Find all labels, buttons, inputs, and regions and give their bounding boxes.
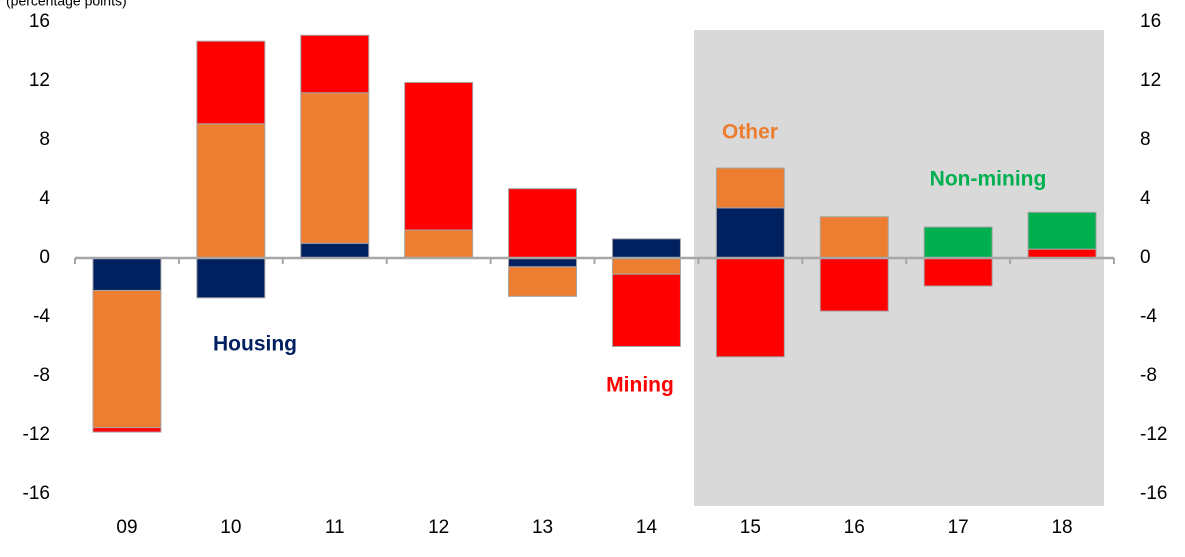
x-tick-label: 11	[325, 517, 345, 538]
bar-segment	[92, 257, 162, 291]
bar-segment	[196, 123, 266, 259]
y-tick-label: -4	[33, 306, 50, 327]
bar-segment	[196, 40, 266, 125]
bar-segment	[508, 266, 578, 297]
y2-tick-label: 0	[1140, 247, 1151, 268]
series-label: Other	[722, 121, 778, 144]
series-label: Mining	[606, 374, 674, 397]
y-tick-label: -8	[33, 365, 50, 386]
bar-segment	[611, 273, 681, 348]
bar-segment	[819, 216, 889, 259]
y2-tick-label: 12	[1140, 70, 1161, 91]
y-tick-label: 8	[39, 129, 50, 150]
y2-tick-label: -12	[1140, 424, 1167, 445]
series-label: Housing	[213, 333, 297, 356]
subtitle: (percentage points)	[6, 0, 127, 9]
y-tick-label: 4	[39, 188, 50, 209]
x-tick-label: 12	[428, 517, 449, 538]
bar-segment	[404, 229, 474, 259]
bar-segment	[611, 257, 681, 275]
y2-tick-label: 16	[1140, 11, 1161, 32]
x-tick-label: 17	[948, 517, 969, 538]
y-tick-label: 16	[29, 11, 50, 32]
y2-tick-label: -4	[1140, 306, 1157, 327]
bar-segment	[92, 427, 162, 433]
bar-segment	[300, 242, 370, 259]
bar-segment	[1027, 248, 1097, 259]
series-label: Non-mining	[930, 168, 1047, 191]
y-tick-label: 12	[29, 70, 50, 91]
bar-segment	[196, 257, 266, 299]
bar-segment	[923, 257, 993, 287]
bar-segment	[1027, 211, 1097, 250]
bar-segment	[404, 81, 474, 231]
x-tick-label: 15	[740, 517, 761, 538]
bar-segment	[300, 92, 370, 244]
y2-tick-label: 4	[1140, 188, 1151, 209]
bar-segment	[819, 257, 889, 312]
y2-tick-label: 8	[1140, 129, 1151, 150]
y2-tick-label: -8	[1140, 365, 1157, 386]
x-tick-label: 10	[220, 517, 241, 538]
x-tick-label: 13	[532, 517, 553, 538]
bar-segment	[508, 188, 578, 259]
bar-segment	[300, 34, 370, 94]
bar-segment	[611, 238, 681, 259]
bar-segment	[715, 257, 785, 358]
x-tick-label: 16	[844, 517, 865, 538]
bar-segment	[508, 257, 578, 268]
y2-tick-label: -16	[1140, 483, 1167, 504]
bar-segment	[923, 226, 993, 259]
y-tick-label: -16	[23, 483, 50, 504]
x-tick-label: 14	[636, 517, 658, 538]
bar-segment	[715, 207, 785, 259]
bar-segment	[715, 167, 785, 209]
x-tick-label: 09	[116, 517, 137, 538]
y-tick-label: -12	[23, 424, 50, 445]
bar-segment	[92, 289, 162, 429]
x-tick-label: 18	[1051, 517, 1072, 538]
y-tick-label: 0	[39, 247, 50, 268]
